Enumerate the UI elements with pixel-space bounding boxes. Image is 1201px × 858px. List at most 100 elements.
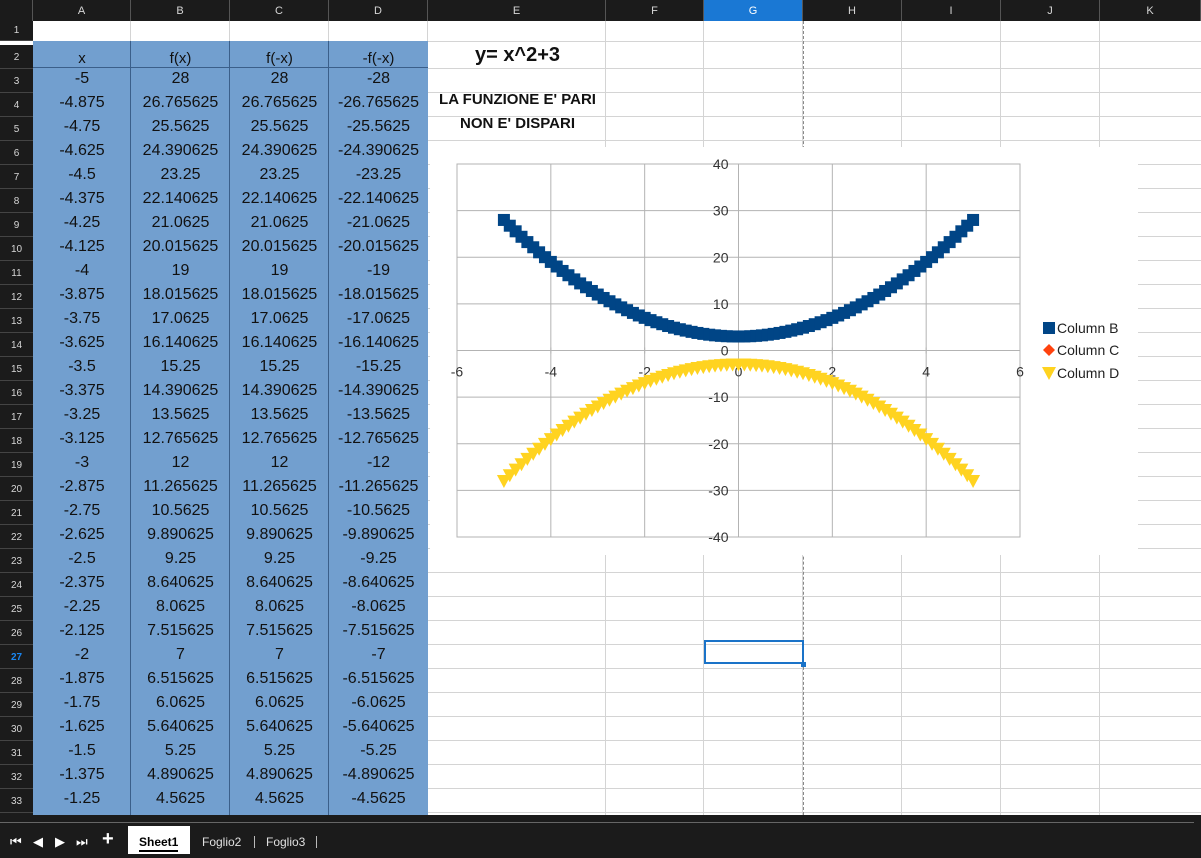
column-header-b[interactable]: B	[131, 0, 230, 21]
table-cell[interactable]: -2.875	[59, 478, 105, 495]
table-cell[interactable]: -6.515625	[342, 670, 415, 687]
column-header-c[interactable]: C	[230, 0, 329, 21]
tab-foglio3[interactable]: Foglio3	[266, 835, 306, 849]
row-header-3[interactable]: 3	[0, 69, 33, 93]
row-header-10[interactable]: 10	[0, 237, 33, 261]
table-cell[interactable]: 12	[171, 454, 190, 471]
row-header-6[interactable]: 6	[0, 141, 33, 165]
table-cell[interactable]: 13.5625	[151, 406, 210, 423]
table-cell[interactable]: 5.640625	[246, 718, 313, 735]
table-cell[interactable]: 9.25	[164, 550, 197, 567]
table-cell[interactable]: -28	[366, 70, 391, 87]
table-cell[interactable]: -3.25	[63, 406, 101, 423]
table-cell[interactable]: 6.515625	[246, 670, 313, 687]
row-header-5[interactable]: 5	[0, 117, 33, 141]
table-cell[interactable]: -4.5	[68, 166, 96, 183]
row-header-14[interactable]: 14	[0, 333, 33, 357]
table-cell[interactable]: -2.5	[68, 550, 96, 567]
table-cell[interactable]: 12	[270, 454, 289, 471]
table-cell[interactable]: 8.0625	[255, 598, 304, 615]
table-cell[interactable]: 15.25	[259, 358, 300, 375]
row-header-19[interactable]: 19	[0, 453, 33, 477]
row-header-29[interactable]: 29	[0, 693, 33, 717]
table-cell[interactable]: 14.390625	[142, 382, 219, 399]
table-cell[interactable]: -4.5625	[351, 790, 406, 807]
table-cell[interactable]: -2.75	[63, 502, 101, 519]
table-cell[interactable]: 6.0625	[156, 694, 205, 711]
table-cell[interactable]: -3	[74, 454, 90, 471]
table-cell[interactable]: 7	[275, 646, 284, 663]
table-cell[interactable]: -25.5625	[346, 118, 411, 135]
row-header-27[interactable]: 27	[0, 645, 33, 669]
table-cell[interactable]: 6.515625	[147, 670, 214, 687]
table-cell[interactable]: 18.015625	[241, 286, 318, 303]
row-header-8[interactable]: 8	[0, 189, 33, 213]
table-cell[interactable]: 15.25	[160, 358, 201, 375]
table-cell[interactable]: -18.015625	[338, 286, 419, 303]
row-header-15[interactable]: 15	[0, 357, 33, 381]
table-cell[interactable]: 11.265625	[242, 478, 317, 495]
table-cell[interactable]: -11.265625	[338, 478, 419, 495]
table-cell[interactable]: -16.140625	[338, 334, 419, 351]
row-header-21[interactable]: 21	[0, 501, 33, 525]
row-header-11[interactable]: 11	[0, 261, 33, 285]
table-cell[interactable]: -6.0625	[351, 694, 406, 711]
table-cell[interactable]: 26.765625	[142, 94, 219, 111]
row-header-33[interactable]: 33	[0, 789, 33, 813]
table-cell[interactable]: 8.640625	[246, 574, 313, 591]
row-header-31[interactable]: 31	[0, 741, 33, 765]
table-cell[interactable]: 8.640625	[147, 574, 214, 591]
row-header-26[interactable]: 26	[0, 621, 33, 645]
row-header-2[interactable]: 2	[0, 45, 33, 69]
table-cell[interactable]: 7.515625	[147, 622, 214, 639]
table-cell[interactable]: -8.0625	[351, 598, 406, 615]
table-cell[interactable]: -3.125	[59, 430, 105, 447]
table-cell[interactable]: 28	[171, 70, 190, 87]
first-sheet-icon[interactable]: ⏮	[10, 834, 22, 849]
table-cell[interactable]: 18.015625	[142, 286, 219, 303]
row-header-18[interactable]: 18	[0, 429, 33, 453]
column-header-a[interactable]: A	[33, 0, 131, 21]
table-cell[interactable]: 21.0625	[250, 214, 309, 231]
row-header-23[interactable]: 23	[0, 549, 33, 573]
table-cell[interactable]: -1.875	[59, 670, 105, 687]
table-cell[interactable]: 8.0625	[156, 598, 205, 615]
table-cell[interactable]: 5.25	[263, 742, 296, 759]
table-cell[interactable]: 19	[171, 262, 190, 279]
table-cell[interactable]: -19	[366, 262, 391, 279]
tab-foglio2[interactable]: Foglio2	[202, 835, 242, 849]
table-cell[interactable]: 9.890625	[246, 526, 313, 543]
selected-cell-cursor[interactable]	[704, 640, 804, 664]
table-cell[interactable]: -1.5	[68, 742, 96, 759]
table-cell[interactable]: 9.890625	[147, 526, 214, 543]
table-cell[interactable]: 6.0625	[255, 694, 304, 711]
table-cell[interactable]: -3.625	[59, 334, 105, 351]
table-cell[interactable]: -4.75	[63, 118, 101, 135]
table-cell[interactable]: -3.75	[63, 310, 101, 327]
table-cell[interactable]: -17.0625	[346, 310, 411, 327]
row-header-34[interactable]: 34	[0, 813, 33, 815]
last-sheet-icon[interactable]: ⏭	[76, 834, 88, 849]
table-cell[interactable]: 23.25	[160, 166, 201, 183]
table-cell[interactable]: -24.390625	[338, 142, 419, 159]
table-cell[interactable]: 12.765625	[241, 430, 318, 447]
table-cell[interactable]: -4.875	[59, 94, 105, 111]
table-cell[interactable]: -5.640625	[342, 718, 415, 735]
table-cell[interactable]: 5.25	[164, 742, 197, 759]
table-cell[interactable]: 16.140625	[142, 334, 219, 351]
row-header-25[interactable]: 25	[0, 597, 33, 621]
fill-handle[interactable]	[801, 662, 806, 667]
table-cell[interactable]: -3.375	[59, 382, 105, 399]
table-cell[interactable]: -4.375	[59, 190, 105, 207]
column-header-g[interactable]: G	[704, 0, 803, 21]
table-cell[interactable]: 23.25	[259, 166, 300, 183]
header-cell-mfmx[interactable]: -f(-x)	[362, 50, 395, 67]
row-header-4[interactable]: 4	[0, 93, 33, 117]
row-header-1[interactable]: 1	[0, 21, 33, 41]
row-header-9[interactable]: 9	[0, 213, 33, 237]
table-cell[interactable]: 17.0625	[250, 310, 309, 327]
previous-sheet-icon[interactable]: ◀	[33, 834, 43, 849]
table-cell[interactable]: -4.890625	[342, 766, 415, 783]
table-cell[interactable]: 22.140625	[241, 190, 318, 207]
